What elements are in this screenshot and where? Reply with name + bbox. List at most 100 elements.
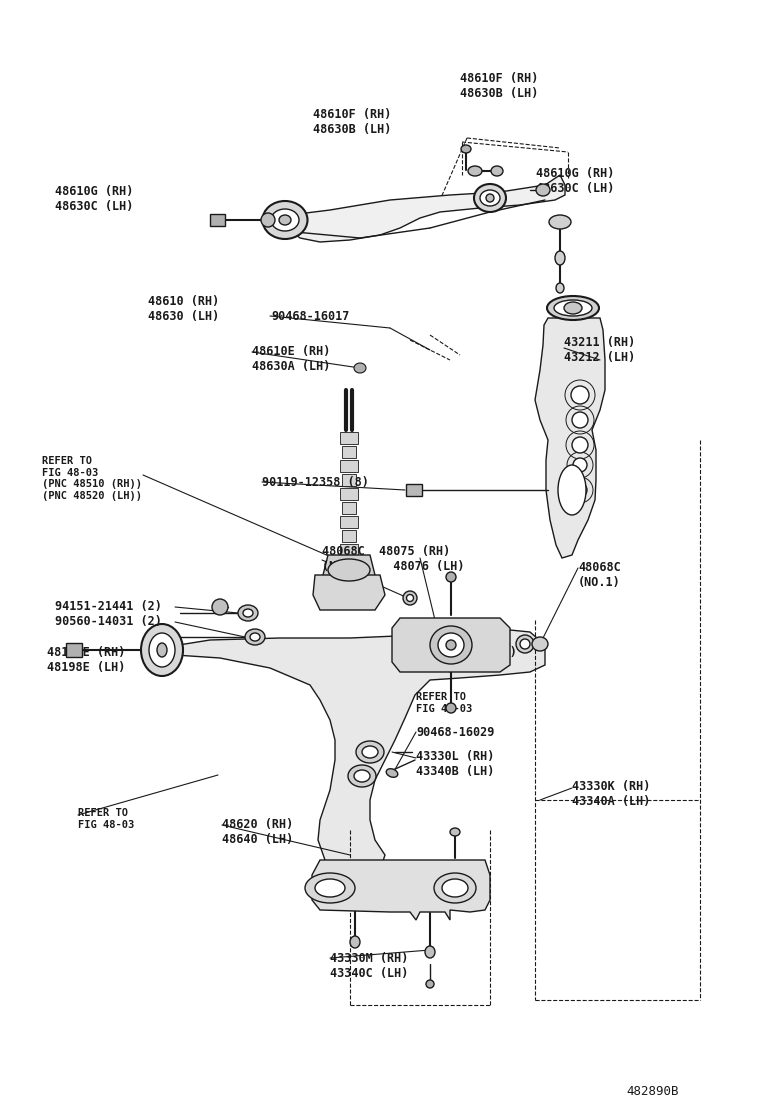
Text: 43211 (RH)
43212 (LH): 43211 (RH) 43212 (LH)	[564, 336, 635, 364]
Polygon shape	[535, 318, 605, 558]
Text: 43330M (RH)
43340C (LH): 43330M (RH) 43340C (LH)	[330, 952, 408, 980]
Circle shape	[572, 413, 588, 428]
Ellipse shape	[461, 145, 471, 153]
Text: REFER TO
FIG 48-03: REFER TO FIG 48-03	[78, 808, 135, 830]
Ellipse shape	[261, 214, 275, 227]
Text: 48610F (RH)
48630B (LH): 48610F (RH) 48630B (LH)	[313, 108, 391, 136]
Text: 43330K (RH)
43340A (LH): 43330K (RH) 43340A (LH)	[572, 780, 651, 808]
Ellipse shape	[556, 282, 564, 292]
Ellipse shape	[480, 190, 500, 206]
Bar	[340, 460, 358, 471]
Text: 90468-16029: 90468-16029	[416, 726, 494, 739]
Ellipse shape	[348, 765, 376, 787]
Ellipse shape	[315, 878, 345, 897]
Ellipse shape	[564, 302, 582, 314]
Polygon shape	[392, 618, 510, 672]
Ellipse shape	[549, 215, 571, 229]
Polygon shape	[312, 860, 490, 920]
Text: 48194E (RH)
48198E (LH): 48194E (RH) 48198E (LH)	[47, 646, 125, 674]
Ellipse shape	[554, 300, 592, 316]
Text: 94151-21441 (2)
90560-14031 (2): 94151-21441 (2) 90560-14031 (2)	[55, 600, 162, 628]
Ellipse shape	[407, 595, 413, 602]
Ellipse shape	[279, 215, 291, 225]
Bar	[342, 502, 356, 514]
Ellipse shape	[446, 572, 456, 582]
Circle shape	[573, 458, 587, 471]
Ellipse shape	[157, 643, 167, 657]
Ellipse shape	[238, 605, 258, 620]
Ellipse shape	[356, 741, 384, 763]
Ellipse shape	[434, 873, 476, 903]
Polygon shape	[313, 575, 385, 610]
Ellipse shape	[362, 746, 378, 758]
Text: 48068C
(NO.1): 48068C (NO.1)	[578, 560, 621, 589]
Bar	[340, 488, 358, 500]
Ellipse shape	[271, 209, 299, 231]
Ellipse shape	[532, 637, 548, 651]
Text: REFER TO
FIG 48-03
(PNC 48510 (RH))
(PNC 48520 (LH)): REFER TO FIG 48-03 (PNC 48510 (RH)) (PNC…	[42, 456, 142, 500]
Ellipse shape	[450, 828, 460, 836]
Ellipse shape	[474, 183, 506, 212]
Ellipse shape	[354, 770, 370, 782]
Text: 90201-16244 (2)
48068A: 90201-16244 (2) 48068A	[410, 646, 517, 674]
Ellipse shape	[536, 183, 550, 196]
Ellipse shape	[141, 624, 183, 676]
Ellipse shape	[243, 609, 253, 617]
Ellipse shape	[430, 626, 472, 664]
Ellipse shape	[212, 599, 228, 615]
Ellipse shape	[468, 166, 482, 176]
Ellipse shape	[547, 296, 599, 320]
Bar	[340, 516, 358, 528]
Text: 48610G (RH)
48630C (LH): 48610G (RH) 48630C (LH)	[55, 185, 133, 214]
Circle shape	[573, 483, 587, 497]
Ellipse shape	[520, 639, 530, 649]
Ellipse shape	[446, 641, 456, 651]
Text: 90468-16017: 90468-16017	[271, 310, 350, 322]
Ellipse shape	[328, 559, 370, 580]
Ellipse shape	[245, 629, 265, 645]
Bar	[66, 643, 82, 657]
Text: 48610E (RH)
48630A (LH): 48610E (RH) 48630A (LH)	[252, 345, 331, 373]
Ellipse shape	[386, 768, 397, 777]
Ellipse shape	[149, 633, 175, 667]
Bar	[406, 484, 422, 496]
Ellipse shape	[486, 193, 494, 202]
Ellipse shape	[558, 465, 586, 515]
Ellipse shape	[250, 633, 260, 641]
Ellipse shape	[425, 946, 435, 959]
Bar	[340, 544, 358, 556]
Ellipse shape	[491, 166, 503, 176]
Ellipse shape	[426, 980, 434, 987]
Polygon shape	[323, 555, 375, 585]
Bar	[210, 214, 225, 226]
Text: 48610F (RH)
48630B (LH): 48610F (RH) 48630B (LH)	[460, 72, 538, 100]
Text: 48610 (RH)
48630 (LH): 48610 (RH) 48630 (LH)	[148, 295, 219, 322]
Text: REFER TO
FIG 48-03: REFER TO FIG 48-03	[416, 692, 472, 714]
Ellipse shape	[403, 590, 417, 605]
Ellipse shape	[442, 878, 468, 897]
Text: 48068C  48075 (RH)
(NO.2)    48076 (LH): 48068C 48075 (RH) (NO.2) 48076 (LH)	[322, 545, 464, 573]
Ellipse shape	[305, 873, 355, 903]
Bar	[342, 474, 356, 486]
Ellipse shape	[438, 633, 464, 657]
Ellipse shape	[350, 936, 360, 949]
Text: 43330L (RH)
43340B (LH): 43330L (RH) 43340B (LH)	[416, 749, 494, 778]
Text: 482890B: 482890B	[626, 1085, 679, 1098]
Polygon shape	[160, 631, 545, 875]
Ellipse shape	[446, 703, 456, 713]
Bar	[342, 446, 356, 458]
Bar	[342, 530, 356, 542]
Ellipse shape	[262, 201, 308, 239]
Circle shape	[572, 437, 588, 453]
Bar	[340, 431, 358, 444]
Text: 48610G (RH)
48630C (LH): 48610G (RH) 48630C (LH)	[536, 167, 614, 195]
Ellipse shape	[354, 363, 366, 373]
Ellipse shape	[555, 251, 565, 265]
Text: 48620 (RH)
48640 (LH): 48620 (RH) 48640 (LH)	[222, 818, 293, 846]
Ellipse shape	[516, 635, 534, 653]
Text: 90119-12358 (8): 90119-12358 (8)	[262, 476, 369, 489]
Polygon shape	[285, 175, 565, 242]
Circle shape	[571, 386, 589, 404]
